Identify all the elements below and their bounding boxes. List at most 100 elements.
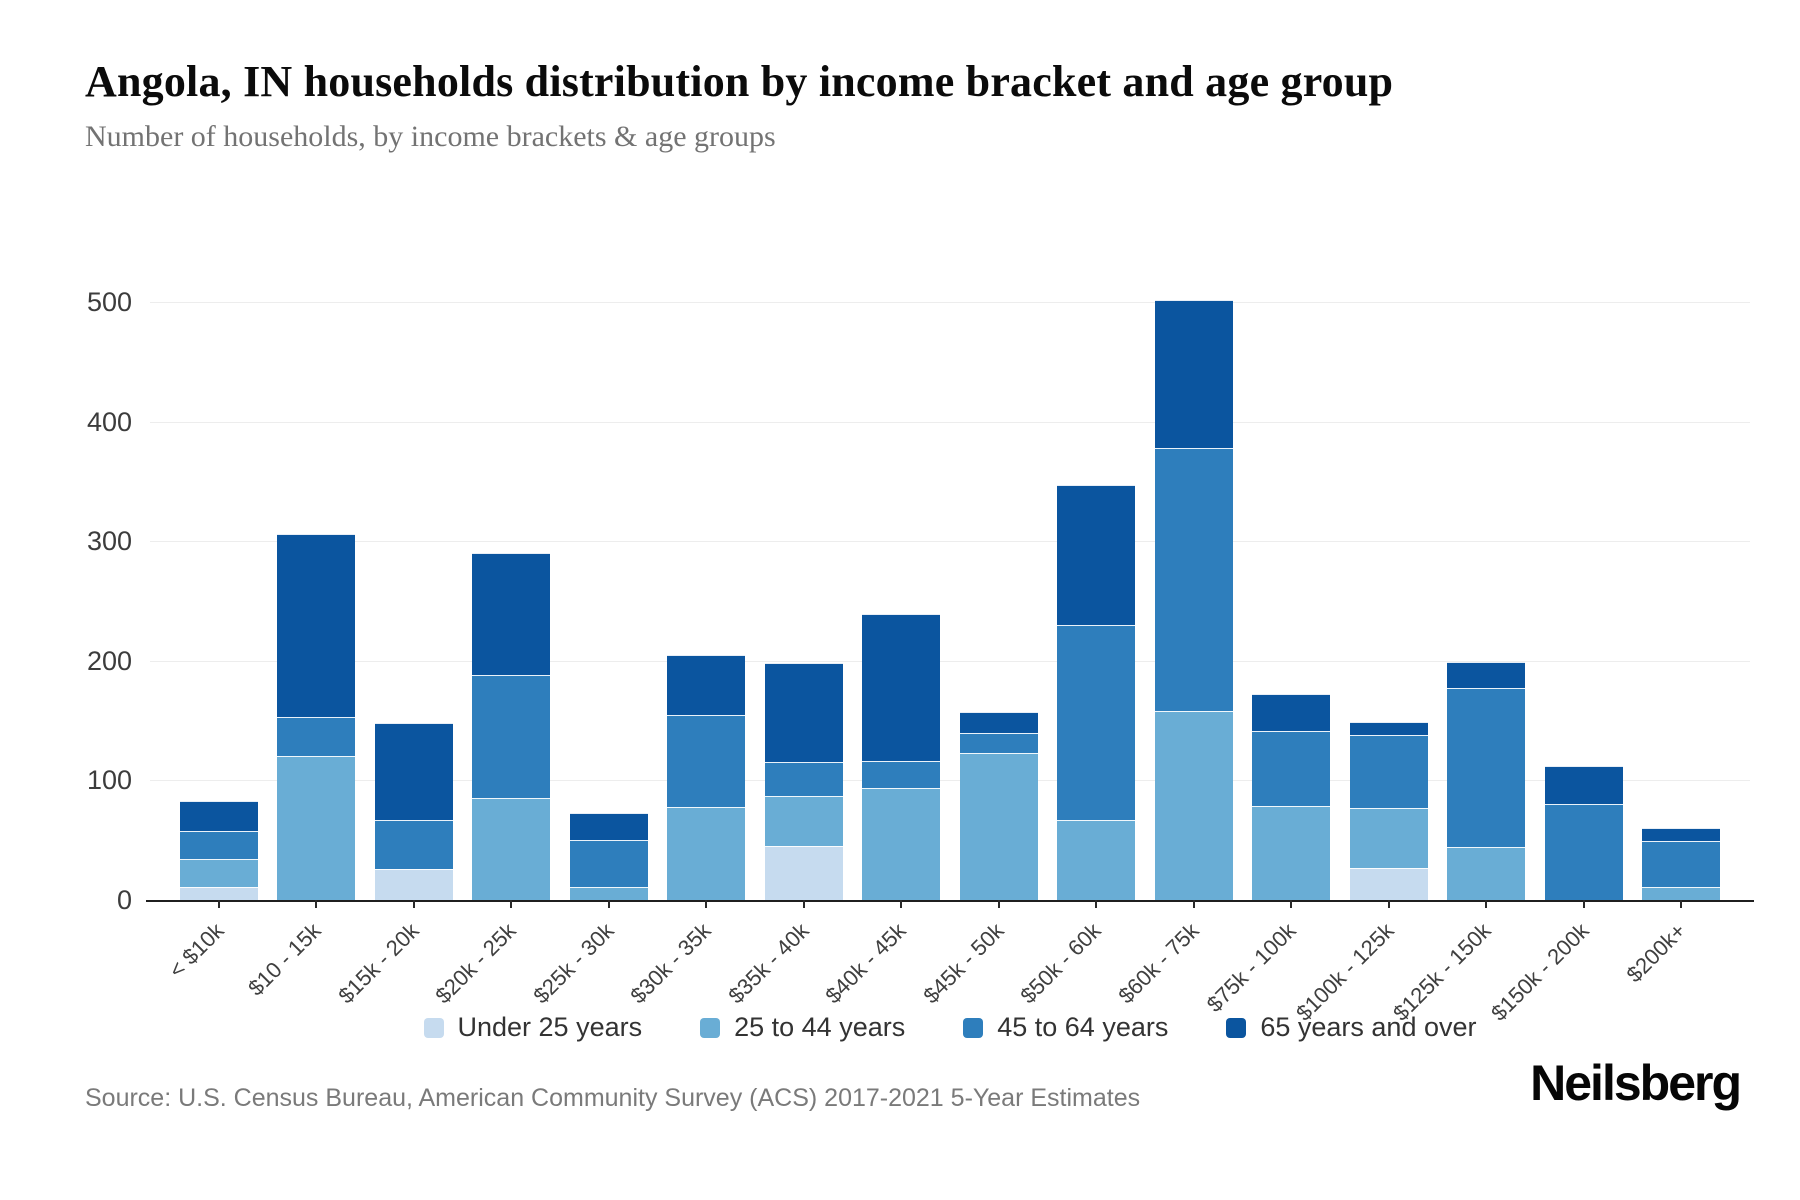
legend-item-1[interactable]: 25 to 44 years — [700, 1012, 905, 1043]
legend-swatch — [1226, 1017, 1247, 1038]
bar-slot-0 — [170, 302, 268, 900]
x-tick — [997, 900, 1000, 908]
x-tick — [1680, 900, 1683, 908]
x-tick — [217, 900, 220, 908]
bar-segment[interactable] — [1057, 624, 1136, 820]
bar-segment[interactable] — [1349, 721, 1428, 735]
bar-$125k - 150k — [1447, 662, 1526, 900]
bar-segment[interactable] — [764, 663, 843, 763]
x-tick — [705, 900, 708, 908]
bar-slot-15 — [1633, 302, 1731, 900]
bar-segment[interactable] — [667, 714, 746, 807]
bar-slot-10 — [1145, 299, 1243, 900]
x-tick — [900, 900, 903, 908]
bar-segment[interactable] — [277, 717, 356, 757]
bar-segment[interactable] — [1447, 688, 1526, 848]
bar-segment[interactable] — [472, 798, 551, 900]
bar-slot-6 — [755, 302, 853, 900]
x-tick — [1095, 900, 1098, 908]
bar-segment[interactable] — [1544, 766, 1623, 805]
bar-segment[interactable] — [179, 859, 258, 887]
bar-slot-7 — [853, 302, 951, 900]
gridline-100 — [150, 780, 1750, 782]
bar-segment[interactable] — [667, 806, 746, 900]
bar-slot-14 — [1535, 302, 1633, 900]
bar-$60k - 75k — [1154, 299, 1233, 900]
bar-segment[interactable] — [179, 886, 258, 900]
legend-label: Under 25 years — [457, 1012, 643, 1042]
bar-segment[interactable] — [862, 787, 941, 900]
bar-segment[interactable] — [1057, 485, 1136, 625]
bars-container — [170, 299, 1731, 900]
bar-segment[interactable] — [1642, 841, 1721, 887]
bar-segment[interactable] — [1252, 731, 1331, 806]
bar-segment[interactable] — [959, 752, 1038, 900]
bar-segment[interactable] — [1447, 662, 1526, 689]
bar-segment[interactable] — [862, 761, 941, 788]
bar-segment[interactable] — [374, 723, 453, 820]
bar-segment[interactable] — [1252, 694, 1331, 732]
bar-slot-5 — [658, 302, 756, 900]
bar-segment[interactable] — [1349, 734, 1428, 808]
legend-item-3[interactable]: 65 years and over — [1226, 1012, 1477, 1043]
bar-segment[interactable] — [179, 830, 258, 860]
legend-swatch — [423, 1017, 444, 1038]
y-axis-label-0: 0 — [116, 885, 132, 915]
bar-< $10k — [179, 800, 258, 900]
bar-segment[interactable] — [472, 675, 551, 799]
bar-$75k - 100k — [1252, 694, 1331, 900]
legend-label: 65 years and over — [1260, 1012, 1477, 1042]
legend: Under 25 years 25 to 44 years 45 to 64 yea… — [150, 1012, 1750, 1043]
bar-segment[interactable] — [569, 812, 648, 841]
bar-segment[interactable] — [277, 756, 356, 900]
bar-segment[interactable] — [667, 654, 746, 715]
x-tick — [1387, 900, 1390, 908]
bar-segment[interactable] — [764, 846, 843, 900]
bar-segment[interactable] — [1154, 299, 1233, 448]
legend-item-0[interactable]: Under 25 years — [423, 1012, 643, 1043]
bar-segment[interactable] — [472, 553, 551, 676]
gridline-500 — [150, 302, 1750, 303]
legend-label: 25 to 44 years — [734, 1012, 906, 1042]
bar-segment[interactable] — [1057, 819, 1136, 900]
bar-$20k - 25k — [472, 553, 551, 900]
bar-segment[interactable] — [569, 840, 648, 887]
bar-slot-11 — [1243, 302, 1341, 900]
bar-segment[interactable] — [277, 534, 356, 718]
x-tick — [1290, 900, 1293, 908]
bar-segment[interactable] — [764, 762, 843, 796]
bar-$30k - 35k — [667, 654, 746, 900]
bar-slot-3 — [463, 302, 561, 900]
bar-segment[interactable] — [1447, 847, 1526, 900]
bar-segment[interactable] — [374, 819, 453, 869]
gridline-200 — [150, 660, 1750, 662]
bar-segment[interactable] — [1252, 805, 1331, 900]
x-tick — [315, 900, 318, 908]
bar-segment[interactable] — [374, 868, 453, 900]
bar-segment[interactable] — [1154, 447, 1233, 712]
bar-segment[interactable] — [959, 712, 1038, 733]
bar-segment[interactable] — [1154, 711, 1233, 900]
x-axis-line — [146, 900, 1754, 902]
bar-slot-4 — [560, 302, 658, 900]
bar-segment[interactable] — [1642, 886, 1721, 900]
bar-slot-8 — [950, 302, 1048, 900]
bar-segment[interactable] — [1349, 867, 1428, 900]
bar-$100k - 125k — [1349, 721, 1428, 900]
bar-segment[interactable] — [1544, 804, 1623, 900]
legend-item-2[interactable]: 45 to 64 years — [963, 1012, 1168, 1043]
bar-$40k - 45k — [862, 614, 941, 900]
x-tick — [802, 900, 805, 908]
bar-segment[interactable] — [569, 886, 648, 900]
y-axis-label-300: 300 — [86, 526, 132, 557]
chart-title: Angola, IN households distribution by in… — [85, 57, 1394, 106]
gridline-300 — [150, 541, 1750, 543]
bar-segment[interactable] — [1642, 828, 1721, 842]
bar-segment[interactable] — [862, 614, 941, 762]
bar-segment[interactable] — [1349, 807, 1428, 868]
bar-segment[interactable] — [179, 800, 258, 831]
bar-slot-2 — [365, 302, 463, 900]
bar-segment[interactable] — [959, 732, 1038, 753]
bar-segment[interactable] — [764, 795, 843, 847]
